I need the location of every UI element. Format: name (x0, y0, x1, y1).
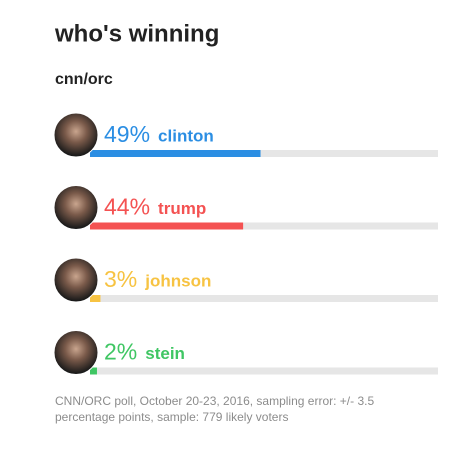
avatar (53, 185, 99, 230)
avatar (53, 330, 99, 375)
category-label: clinton (158, 126, 214, 145)
bar-track (90, 150, 438, 157)
value-label: 44% (104, 194, 150, 220)
bar (90, 222, 244, 230)
value-label: 2% (104, 339, 137, 365)
avatar (53, 112, 99, 158)
value-label: 49% (104, 121, 150, 147)
value-label: 3% (104, 266, 137, 292)
bar-track (90, 295, 438, 302)
chart-subtitle: cnn/orc (55, 71, 113, 88)
bar (90, 150, 261, 157)
bar-track (90, 367, 438, 375)
bar-track (90, 222, 438, 230)
avatar (53, 257, 99, 303)
footnote: CNN/ORC poll, October 20-23, 2016, sampl… (55, 394, 375, 424)
chart-title: who's winning (54, 20, 219, 47)
category-label: trump (158, 199, 206, 218)
bar (90, 295, 101, 302)
category-label: johnson (144, 271, 211, 290)
category-label: stein (145, 344, 185, 363)
bar (90, 367, 97, 375)
chart: who's winning cnn/orc 49% clinton 44% trump… (53, 20, 438, 375)
